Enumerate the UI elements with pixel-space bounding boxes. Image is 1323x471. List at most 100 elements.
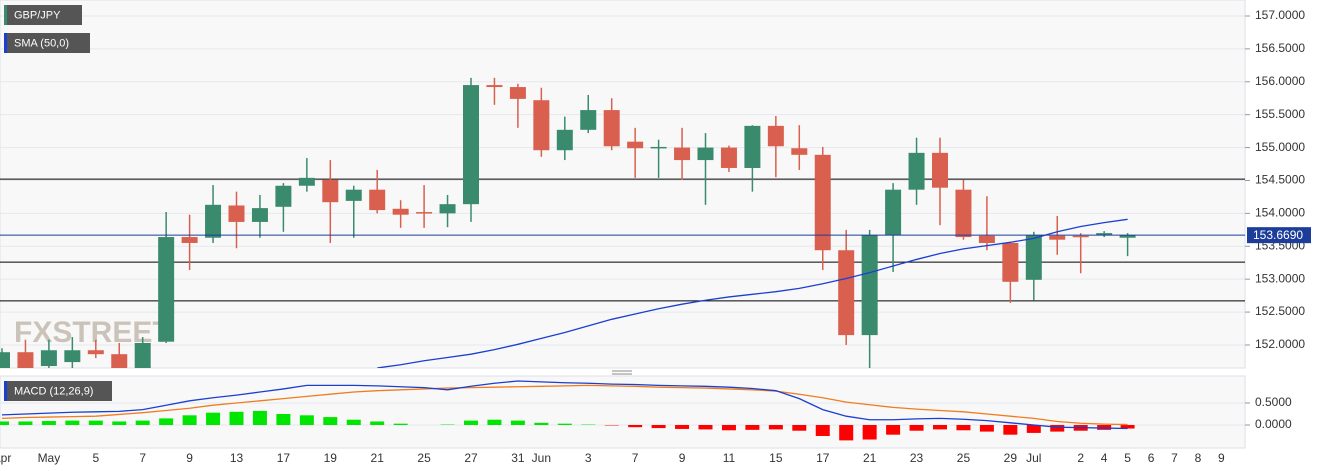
candle-body xyxy=(40,350,57,367)
candle-body xyxy=(1049,235,1066,240)
y-tick-label: 153.0000 xyxy=(1255,271,1305,285)
x-tick-label: 9 xyxy=(679,451,686,465)
x-tick-label: 9 xyxy=(186,451,193,465)
x-tick-label: Jun xyxy=(532,451,551,465)
x-tick-label: 23 xyxy=(910,451,924,465)
y-tick-label: 154.0000 xyxy=(1255,206,1305,220)
candle-body xyxy=(251,208,268,222)
candle-body xyxy=(439,204,456,214)
candle-body xyxy=(627,141,644,149)
candle-body xyxy=(0,352,10,368)
legend-swatch xyxy=(4,33,7,53)
candle-body xyxy=(791,148,808,155)
candle-body xyxy=(955,189,972,238)
x-tick-label: 5 xyxy=(92,451,99,465)
histogram-bar xyxy=(510,420,525,425)
histogram-bar xyxy=(1050,424,1065,432)
histogram-bar xyxy=(112,421,127,425)
legend-label: SMA (50,0) xyxy=(14,37,69,49)
candle-body xyxy=(720,147,737,168)
candle-body xyxy=(486,85,503,88)
x-tick-label: 17 xyxy=(277,451,291,465)
histogram-bar xyxy=(159,418,174,425)
candle-body xyxy=(322,179,339,203)
x-tick-label: 25 xyxy=(957,451,971,465)
candle-body xyxy=(932,152,948,188)
x-tick-label: 25 xyxy=(417,451,431,465)
x-tick-label: Jul xyxy=(1026,451,1041,465)
histogram-bar xyxy=(956,424,971,431)
candle-body xyxy=(181,237,198,243)
histogram-bar xyxy=(135,420,150,425)
histogram-bar xyxy=(323,417,338,425)
histogram-bar xyxy=(675,424,690,429)
candle-body xyxy=(1025,235,1042,280)
candle-body xyxy=(1002,242,1019,282)
candle-body xyxy=(509,87,526,99)
candle-body xyxy=(580,110,597,130)
x-tick-label: 21 xyxy=(863,451,877,465)
candle-body xyxy=(17,352,34,368)
histogram-bar xyxy=(487,419,502,425)
candle-body xyxy=(463,85,479,205)
histogram-bar xyxy=(933,424,947,430)
histogram-bar xyxy=(65,420,80,425)
candle-body xyxy=(603,110,620,147)
candle-body xyxy=(814,154,831,251)
x-tick-label: 2 xyxy=(1077,451,1084,465)
candle-body xyxy=(369,189,386,211)
candle-body xyxy=(205,204,222,238)
x-tick-label: 7 xyxy=(139,451,146,465)
x-tick-label: 11 xyxy=(723,451,736,465)
histogram-bar xyxy=(1026,424,1041,433)
y-tick-label: 156.5000 xyxy=(1255,41,1305,55)
histogram-bar xyxy=(909,424,924,431)
x-tick-label: May xyxy=(38,451,61,465)
histogram-bar xyxy=(628,424,643,428)
histogram-bar xyxy=(534,422,549,425)
x-tick-label: 4 xyxy=(1101,451,1108,465)
histogram-bar xyxy=(18,421,33,425)
y-tick-label: 157.0000 xyxy=(1255,8,1305,22)
x-tick-label: 6 xyxy=(1148,451,1155,465)
legend-box xyxy=(4,381,112,401)
main-plot: FXSTREET xyxy=(0,15,1245,368)
y-tick-label: 0.5000 xyxy=(1255,395,1292,409)
histogram-bar xyxy=(299,415,314,425)
x-tick-label: 5 xyxy=(1124,451,1131,465)
histogram-bar xyxy=(252,410,267,425)
last-price-label: 153.6690 xyxy=(1253,228,1303,242)
legend-label: GBP/JPY xyxy=(14,9,61,21)
x-tick-label: 19 xyxy=(324,451,338,465)
histogram-bar xyxy=(815,424,830,436)
legend: GBP/JPY SMA (50,0) MACD (12,26,9) xyxy=(4,5,112,401)
axes: 152.0000152.5000153.0000153.5000154.0000… xyxy=(0,8,1311,465)
histogram-bar xyxy=(768,424,783,430)
x-tick-label: 7 xyxy=(632,451,639,465)
x-tick-label: 9 xyxy=(1218,451,1225,465)
histogram-bar xyxy=(839,424,854,441)
candle-body xyxy=(697,147,714,161)
x-tick-label: 29 xyxy=(1004,451,1018,465)
candle-body xyxy=(87,350,104,355)
histogram-bar xyxy=(206,412,221,425)
candle-body xyxy=(885,189,902,236)
legend-swatch xyxy=(4,5,7,25)
histogram-bar xyxy=(393,423,408,425)
histogram-bar xyxy=(651,424,666,429)
histogram-bar xyxy=(41,421,56,425)
main-panel xyxy=(0,0,1246,369)
histogram-bar xyxy=(721,424,736,431)
histogram-bar xyxy=(792,424,807,431)
candle-body xyxy=(838,250,855,336)
x-tick-label: 21 xyxy=(371,451,385,465)
macd-plot xyxy=(0,380,1245,441)
histogram-bar xyxy=(862,424,877,440)
legend-swatch xyxy=(4,381,7,401)
candle-body xyxy=(908,152,925,190)
macd-panel xyxy=(0,375,1246,449)
legend-box xyxy=(4,33,90,53)
x-tick-label: 7 xyxy=(1171,451,1178,465)
candle-body xyxy=(64,350,81,363)
